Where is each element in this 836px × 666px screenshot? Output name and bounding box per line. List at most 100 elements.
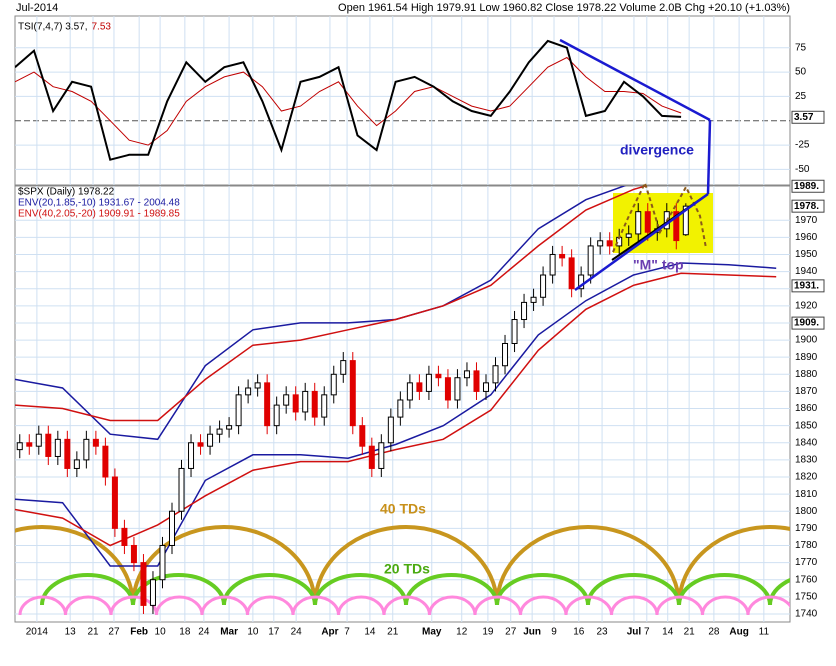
divergence-line: [706, 119, 712, 195]
x-tick-label: 14: [364, 627, 376, 638]
cycle-arc: [131, 573, 226, 606]
y-tick-label: 1810: [795, 489, 818, 500]
y-tick-label: -50: [795, 164, 810, 175]
annotation: 40 TDs: [380, 501, 426, 517]
legend-entry: TSI(7,4,7) 3.57,: [18, 22, 87, 33]
candle-body: [102, 445, 109, 478]
y-tick-label: 1970: [795, 215, 818, 226]
candle-body: [444, 377, 451, 401]
y-tick-label: 1830: [795, 455, 818, 466]
x-tick-label: 24: [198, 627, 210, 638]
divergence-line: [574, 192, 709, 292]
candle-body: [140, 562, 147, 606]
cycle-arc: [404, 573, 499, 606]
candle-body: [292, 394, 299, 413]
candle-body: [559, 253, 566, 259]
cycle-arc: [291, 595, 340, 616]
m-pattern: [612, 180, 707, 253]
series-line: [15, 39, 682, 161]
x-tick-label: 24: [291, 627, 303, 638]
candle-body: [568, 257, 575, 290]
candle-body: [168, 510, 175, 546]
y-tick-label: 1780: [795, 540, 818, 551]
candle-body: [578, 274, 585, 290]
x-tick-label: Apr: [321, 627, 338, 638]
y-tick-label: 1940: [795, 266, 818, 277]
y-tick-label: 1920: [795, 300, 818, 311]
cycle-arc: [495, 573, 590, 606]
x-tick-label: 27: [505, 627, 517, 638]
x-tick-label: 21: [387, 627, 399, 638]
candle-body: [188, 442, 195, 469]
candle-body: [197, 442, 204, 447]
candle-body: [368, 445, 375, 469]
chart-title: $SPX (Daily) 1978.22: [18, 187, 115, 198]
cycle-arc: [246, 595, 295, 616]
y-tick-label: 25: [795, 91, 807, 102]
annotation: "M" top: [633, 257, 684, 273]
candle-body: [587, 245, 594, 276]
cycle-arc: [655, 595, 704, 616]
x-tick-label: 21: [87, 627, 99, 638]
end-label-box: [791, 199, 825, 213]
candle-body: [606, 240, 613, 247]
candle-body: [54, 438, 61, 457]
candle-body: [264, 382, 271, 427]
candle-body: [321, 394, 328, 418]
cycle-arc: [564, 595, 613, 616]
cycle-arc: [746, 595, 790, 616]
x-tick-label: 2014: [26, 627, 49, 638]
quote: Open 1961.54 High 1979.91 Low 1960.82 Cl…: [338, 2, 790, 14]
candle-body: [45, 433, 52, 457]
cycle-arc: [109, 595, 158, 616]
x-tick-label: Jul: [627, 627, 642, 638]
x-tick-label: 13: [65, 627, 77, 638]
y-tick-label: 1960: [795, 232, 818, 243]
cycle-arc: [677, 573, 772, 606]
candle-body: [511, 319, 518, 344]
cycle-arcs: [15, 525, 790, 616]
cycle-arc: [610, 595, 659, 616]
cycle-arc: [519, 595, 568, 616]
candle-body: [425, 373, 432, 392]
cycle-arc: [473, 595, 522, 616]
legend-entry: ENV(20,1.85,-10) 1931.67 - 2004.48: [18, 198, 180, 209]
y-tick-label: 1750: [795, 591, 818, 602]
y-tick-label: 1770: [795, 557, 818, 568]
y-tick-label: 1820: [795, 472, 818, 483]
candle-body: [26, 442, 33, 447]
annotation: divergence: [620, 142, 694, 158]
x-tick-label: Jun: [523, 627, 541, 638]
cycle-arc: [701, 595, 750, 616]
candle-body: [273, 404, 280, 427]
candle-body: [502, 342, 509, 367]
candle-body: [387, 416, 394, 444]
y-tick-label: 75: [795, 42, 807, 53]
candle-body: [254, 382, 261, 389]
candle-body: [397, 399, 404, 418]
series-line: [15, 272, 777, 547]
x-tick-label: Mar: [220, 627, 238, 638]
end-label: 1989.: [794, 181, 819, 192]
x-tick-label: 10: [155, 627, 167, 638]
cycle-arc: [40, 573, 135, 606]
x-tick-label: 12: [456, 627, 468, 638]
candle-body: [35, 433, 42, 447]
divergence-line: [559, 38, 711, 122]
cycle-arc: [64, 595, 113, 616]
x-tick-label: 7: [644, 627, 650, 638]
x-tick-label: 21: [684, 627, 696, 638]
x-tick-label: 7: [344, 627, 350, 638]
candle-body: [83, 438, 90, 461]
y-tick-label: 1760: [795, 574, 818, 585]
legend-entry: 7.53: [91, 22, 111, 33]
candle-body: [73, 459, 80, 469]
y-tick-label: 1850: [795, 420, 818, 431]
candle-body: [530, 296, 537, 303]
candle-body: [416, 382, 423, 392]
candle-body: [130, 544, 137, 564]
candle-body: [149, 579, 156, 606]
y-tick-label: 1880: [795, 369, 818, 380]
cycle-arc: [337, 595, 386, 616]
